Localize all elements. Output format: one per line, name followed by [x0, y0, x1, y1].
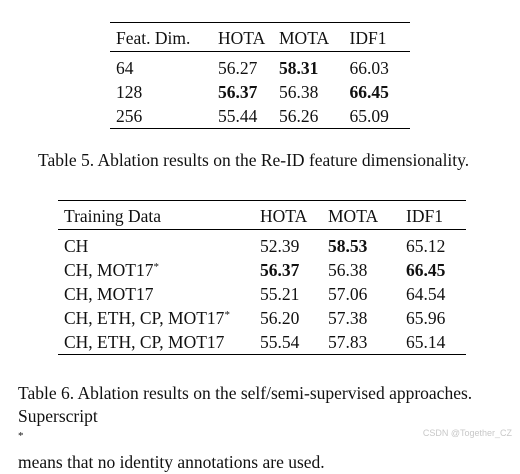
caption-line-1: Table 6. Ablation results on the self/se… [18, 383, 473, 403]
table-row: CH, MOT17 55.21 57.06 64.54 [58, 282, 466, 306]
cell: 256 [116, 106, 143, 126]
cell: 66.03 [349, 58, 389, 78]
cell: 52.39 [260, 236, 300, 256]
cell: 58.31 [279, 58, 319, 78]
table-row: CH, MOT17* 56.37 56.38 66.45 [58, 258, 466, 282]
training-data-label: CH, ETH, CP, MOT17 [64, 308, 225, 328]
training-data-label: CH, MOT17 [64, 260, 154, 280]
cell: 56.37 [260, 260, 300, 280]
header-row: Feat. Dim. HOTA MOTA IDF1 [110, 25, 410, 52]
column-header: Training Data [64, 206, 162, 226]
mid-rule [58, 229, 466, 234]
cell: 56.20 [260, 308, 300, 328]
column-header: IDF1 [406, 206, 443, 226]
table-row: 128 56.37 56.38 66.45 [110, 80, 410, 104]
column-header: MOTA [328, 206, 379, 226]
table-row: 256 55.44 56.26 65.09 [110, 104, 410, 129]
caption-superscript-word: Superscript [18, 406, 98, 426]
caption-superscript-mark: * [18, 430, 24, 442]
cell: 64 [116, 58, 134, 78]
table-row: CH, ETH, CP, MOT17 55.54 57.83 65.14 [58, 330, 466, 355]
bottom-rule [58, 354, 466, 355]
superscript-mark: * [153, 261, 159, 273]
cell: CH, ETH, CP, MOT17* [58, 306, 260, 330]
training-data-label: CH [64, 236, 89, 256]
cell: 66.45 [349, 82, 389, 102]
cell: 58.53 [328, 236, 368, 256]
training-data-label: CH, ETH, CP, MOT17 [64, 332, 225, 352]
cell: 55.21 [260, 284, 300, 304]
training-data-label: CH, MOT17 [64, 284, 154, 304]
mid-rule [110, 51, 410, 56]
cell: 56.26 [279, 106, 319, 126]
cell: 57.38 [328, 308, 368, 328]
top-rule [58, 200, 466, 203]
cell: 55.44 [218, 106, 258, 126]
cell: 65.12 [406, 236, 446, 256]
cell: 65.09 [349, 106, 389, 126]
cell: 56.38 [328, 260, 368, 280]
cell: 64.54 [406, 284, 446, 304]
cell: 56.38 [279, 82, 319, 102]
cell: 56.37 [218, 82, 258, 102]
cell: CH, MOT17 [58, 282, 260, 306]
top-rule [110, 22, 410, 25]
cell: CH, ETH, CP, MOT17 [58, 330, 260, 355]
column-header: HOTA [218, 28, 266, 48]
bottom-rule [110, 128, 410, 129]
cell: 65.14 [406, 332, 446, 352]
column-header: IDF1 [349, 28, 387, 48]
table-5: Feat. Dim. HOTA MOTA IDF1 64 56.27 58.31… [110, 22, 410, 129]
cell: 65.96 [406, 308, 446, 328]
caption-line-2-rest: means that no identity annotations are u… [18, 452, 325, 472]
column-header: HOTA [260, 206, 308, 226]
table-5-caption: Table 5. Ablation results on the Re-ID f… [38, 150, 470, 170]
cell: 128 [116, 82, 143, 102]
cell: 57.83 [328, 332, 368, 352]
header-row: Training Data HOTA MOTA IDF1 [58, 203, 466, 230]
cell: 56.27 [218, 58, 258, 78]
caption-line-2: Superscript * means that no identity anno… [18, 405, 472, 474]
cell: 55.54 [260, 332, 300, 352]
watermark: CSDN @Together_CZ [422, 428, 512, 438]
table-row: 64 56.27 58.31 66.03 [110, 56, 410, 80]
superscript-mark: * [224, 309, 230, 321]
column-header: MOTA [279, 28, 330, 48]
cell: 66.45 [406, 260, 446, 280]
cell: CH [58, 234, 260, 258]
table-6: Training Data HOTA MOTA IDF1 CH 52.39 58… [58, 200, 466, 355]
column-header: Feat. Dim. [116, 28, 191, 48]
cell: 57.06 [328, 284, 368, 304]
table-row: CH 52.39 58.53 65.12 [58, 234, 466, 258]
cell: CH, MOT17* [58, 258, 260, 282]
table-6-caption: Table 6. Ablation results on the self/se… [18, 382, 472, 474]
table-row: CH, ETH, CP, MOT17* 56.20 57.38 65.96 [58, 306, 466, 330]
